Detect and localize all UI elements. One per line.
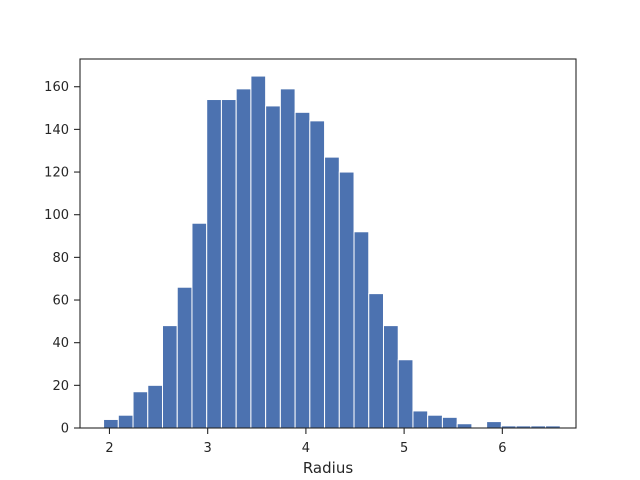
x-tick-label: 6 <box>498 441 506 456</box>
histogram-bar <box>427 414 443 429</box>
y-tick-label: 120 <box>44 166 69 181</box>
bars-group <box>103 75 561 429</box>
histogram-bar <box>279 88 296 429</box>
histogram-bar <box>250 75 267 429</box>
histogram-bar <box>338 171 355 429</box>
x-axis-ticks: 2 3 4 5 6 <box>105 428 506 456</box>
histogram-bar <box>382 325 399 429</box>
y-tick-label: 80 <box>52 251 69 266</box>
histogram-bar <box>191 222 208 429</box>
histogram-bar <box>353 231 370 429</box>
histogram-bar <box>132 391 149 429</box>
x-tick-label: 4 <box>302 441 310 456</box>
y-tick-label: 40 <box>52 336 69 351</box>
x-tick-label: 3 <box>204 441 212 456</box>
histogram-bar <box>220 99 237 429</box>
histogram-bar <box>235 88 252 429</box>
histogram-bar <box>486 421 502 429</box>
histogram-bar <box>309 120 326 429</box>
histogram-bar <box>162 325 178 429</box>
histogram-bar <box>265 105 281 429</box>
x-tick-label: 5 <box>400 441 408 456</box>
histogram-bar <box>412 410 429 429</box>
y-tick-label: 160 <box>44 80 69 95</box>
histogram-bar <box>456 423 473 429</box>
histogram-bar <box>397 359 414 429</box>
y-tick-label: 140 <box>44 123 69 138</box>
y-tick-label: 20 <box>52 379 69 394</box>
histogram-bar <box>206 99 222 429</box>
histogram-bar <box>324 156 340 429</box>
histogram-bar <box>368 293 384 429</box>
histogram-bar <box>103 418 119 429</box>
histogram-bar <box>294 111 311 429</box>
plot-frame <box>79 58 577 429</box>
y-tick-label: 100 <box>44 208 69 223</box>
y-tick-label: 60 <box>52 294 69 309</box>
y-tick-label: 0 <box>61 422 69 437</box>
histogram-bar <box>176 286 193 429</box>
x-axis-label: Radius <box>303 459 353 477</box>
histogram-bar <box>147 384 164 429</box>
x-tick-label: 2 <box>105 441 113 456</box>
histogram-bar <box>117 414 134 429</box>
histogram-bar <box>441 416 458 429</box>
y-axis-ticks: 0 20 40 60 80 100 120 140 160 <box>44 80 80 437</box>
